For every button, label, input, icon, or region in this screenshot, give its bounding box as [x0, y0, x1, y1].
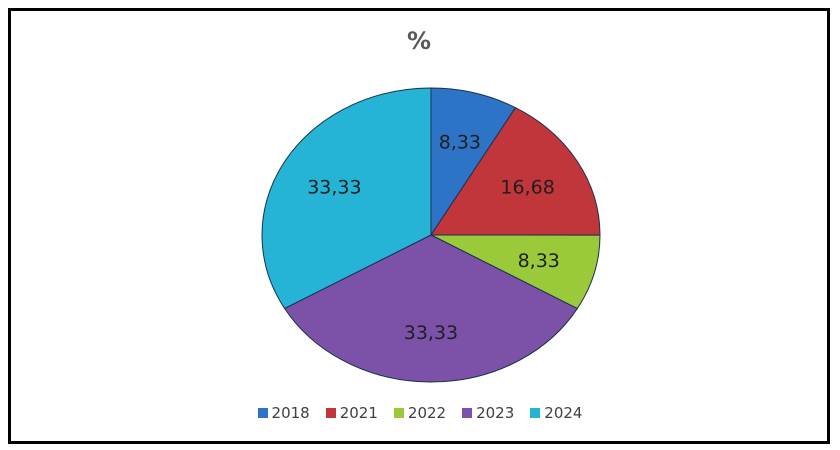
legend-label-2023: 2023: [476, 404, 515, 422]
pie-slice-2022: [430, 234, 601, 310]
legend-label-2021: 2021: [339, 404, 378, 422]
pie-slice-2023: [283, 234, 579, 383]
legend-item-2024: 2024: [530, 404, 582, 422]
data-label-2024: 33,33: [307, 176, 361, 198]
legend-item-2022: 2022: [393, 404, 447, 422]
chart-title: %: [406, 27, 432, 55]
legend-label-2022: 2022: [407, 404, 447, 422]
legend-swatch-2018: [257, 408, 268, 418]
pie-slice-2024: [261, 87, 432, 310]
legend-item-2018: 2018: [257, 404, 310, 422]
data-label-2021: 16,68: [500, 177, 554, 199]
legend-label-2018: 2018: [271, 404, 310, 422]
legend-swatch-2024: [530, 408, 541, 418]
legend-swatch-2021: [325, 408, 336, 418]
legend-swatch-2023: [462, 408, 473, 418]
data-label-2018: 8,33: [439, 131, 481, 153]
legend-label-2024: 2024: [544, 404, 583, 422]
legend-item-2021: 2021: [325, 404, 378, 422]
pie-slice-2021: [430, 107, 601, 236]
legend-swatch-2022: [393, 408, 404, 418]
legend-item-2023: 2023: [462, 404, 514, 422]
chart-legend: 2018 2021 2022 2023 2024: [0, 404, 840, 422]
data-label-2022: 8,33: [518, 250, 560, 272]
pie-slice-2018: [430, 87, 517, 237]
data-label-2023: 33,33: [404, 322, 458, 344]
